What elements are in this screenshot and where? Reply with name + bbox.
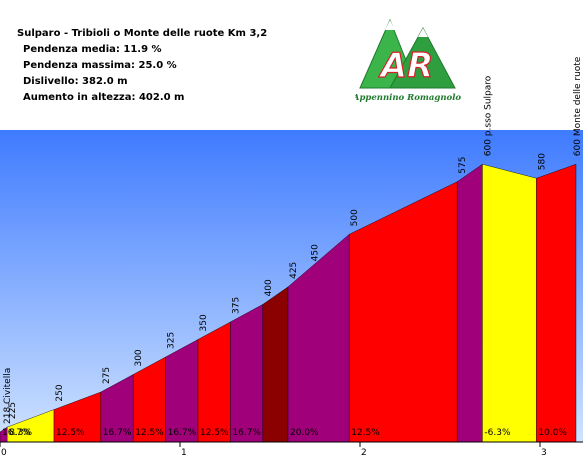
altitude-label: 600 p.sso Sulparo <box>483 75 493 156</box>
altitude-label: 218 Civitella <box>3 368 13 424</box>
appennino-romagnolo-logo: AR Appennino Romagnolo <box>355 18 461 103</box>
logo-text: AR <box>378 46 434 86</box>
grade-label: 20.0% <box>290 428 319 438</box>
grade-label: 12.5% <box>135 428 164 438</box>
grade-labels: 16.7%8.3% 12.5% 16.7% 12.5% 16.7% 12.5% 16.7% 2… <box>2 428 567 438</box>
grade-label: 12.5% <box>200 428 229 438</box>
altitude-label: 325 <box>167 332 177 349</box>
x-tick-label: 3 <box>541 448 547 458</box>
grade-label: 16.7% <box>2 428 31 438</box>
grade-label: -6.3% <box>484 428 511 438</box>
x-tick-label: 1 <box>181 448 187 458</box>
altitude-label: 375 <box>231 297 241 314</box>
profile-segments <box>0 163 577 443</box>
altitude-label: 425 <box>289 262 299 279</box>
altitude-label: 580 <box>537 153 547 170</box>
grade-label: 16.7% <box>232 428 261 438</box>
altitude-label: 275 <box>102 367 112 384</box>
altitude-label: 350 <box>199 314 209 331</box>
grade-label: 16.7% <box>168 428 197 438</box>
altitude-label: 600 Monte delle ruote <box>573 56 583 156</box>
info-pendenza-massima: Pendenza massima: 25.0 % <box>23 60 177 71</box>
altitude-label: 575 <box>458 157 468 174</box>
altitude-label: 500 <box>350 209 360 226</box>
profile-segment <box>457 163 483 443</box>
x-tick-label: 2 <box>361 448 367 458</box>
grade-label: 8.3% <box>9 428 32 438</box>
altitude-label: 300 <box>134 349 144 366</box>
profile-segment <box>230 304 263 443</box>
info-aumento: Aumento in altezza: 402.0 m <box>23 92 185 103</box>
grade-label: 12.5% <box>351 428 380 438</box>
altitude-label: 250 <box>55 384 65 401</box>
grade-label: 10.0% <box>538 428 567 438</box>
x-tick-label: 0 <box>1 448 7 458</box>
profile-segment <box>197 321 231 443</box>
info-pendenza-media: Pendenza media: 11.9 % <box>23 44 162 55</box>
info-title: Sulparo - Tribioli o Monte delle ruote K… <box>17 28 268 39</box>
profile-segment <box>536 163 577 443</box>
profile-segment <box>165 339 199 443</box>
grade-label: 12.5% <box>56 428 85 438</box>
x-axis-ticks: 0 1 2 3 <box>0 442 547 458</box>
info-dislivello: Dislivello: 382.0 m <box>23 76 128 87</box>
altitude-label: 400 <box>264 279 274 296</box>
altitude-label: 450 <box>311 244 321 261</box>
logo-subtitle: Appennino Romagnolo <box>355 93 461 103</box>
profile-segment <box>482 163 537 443</box>
profile-segment <box>262 286 289 443</box>
grade-label: 16.7% <box>103 428 132 438</box>
altitude-label: 225 <box>8 402 18 419</box>
